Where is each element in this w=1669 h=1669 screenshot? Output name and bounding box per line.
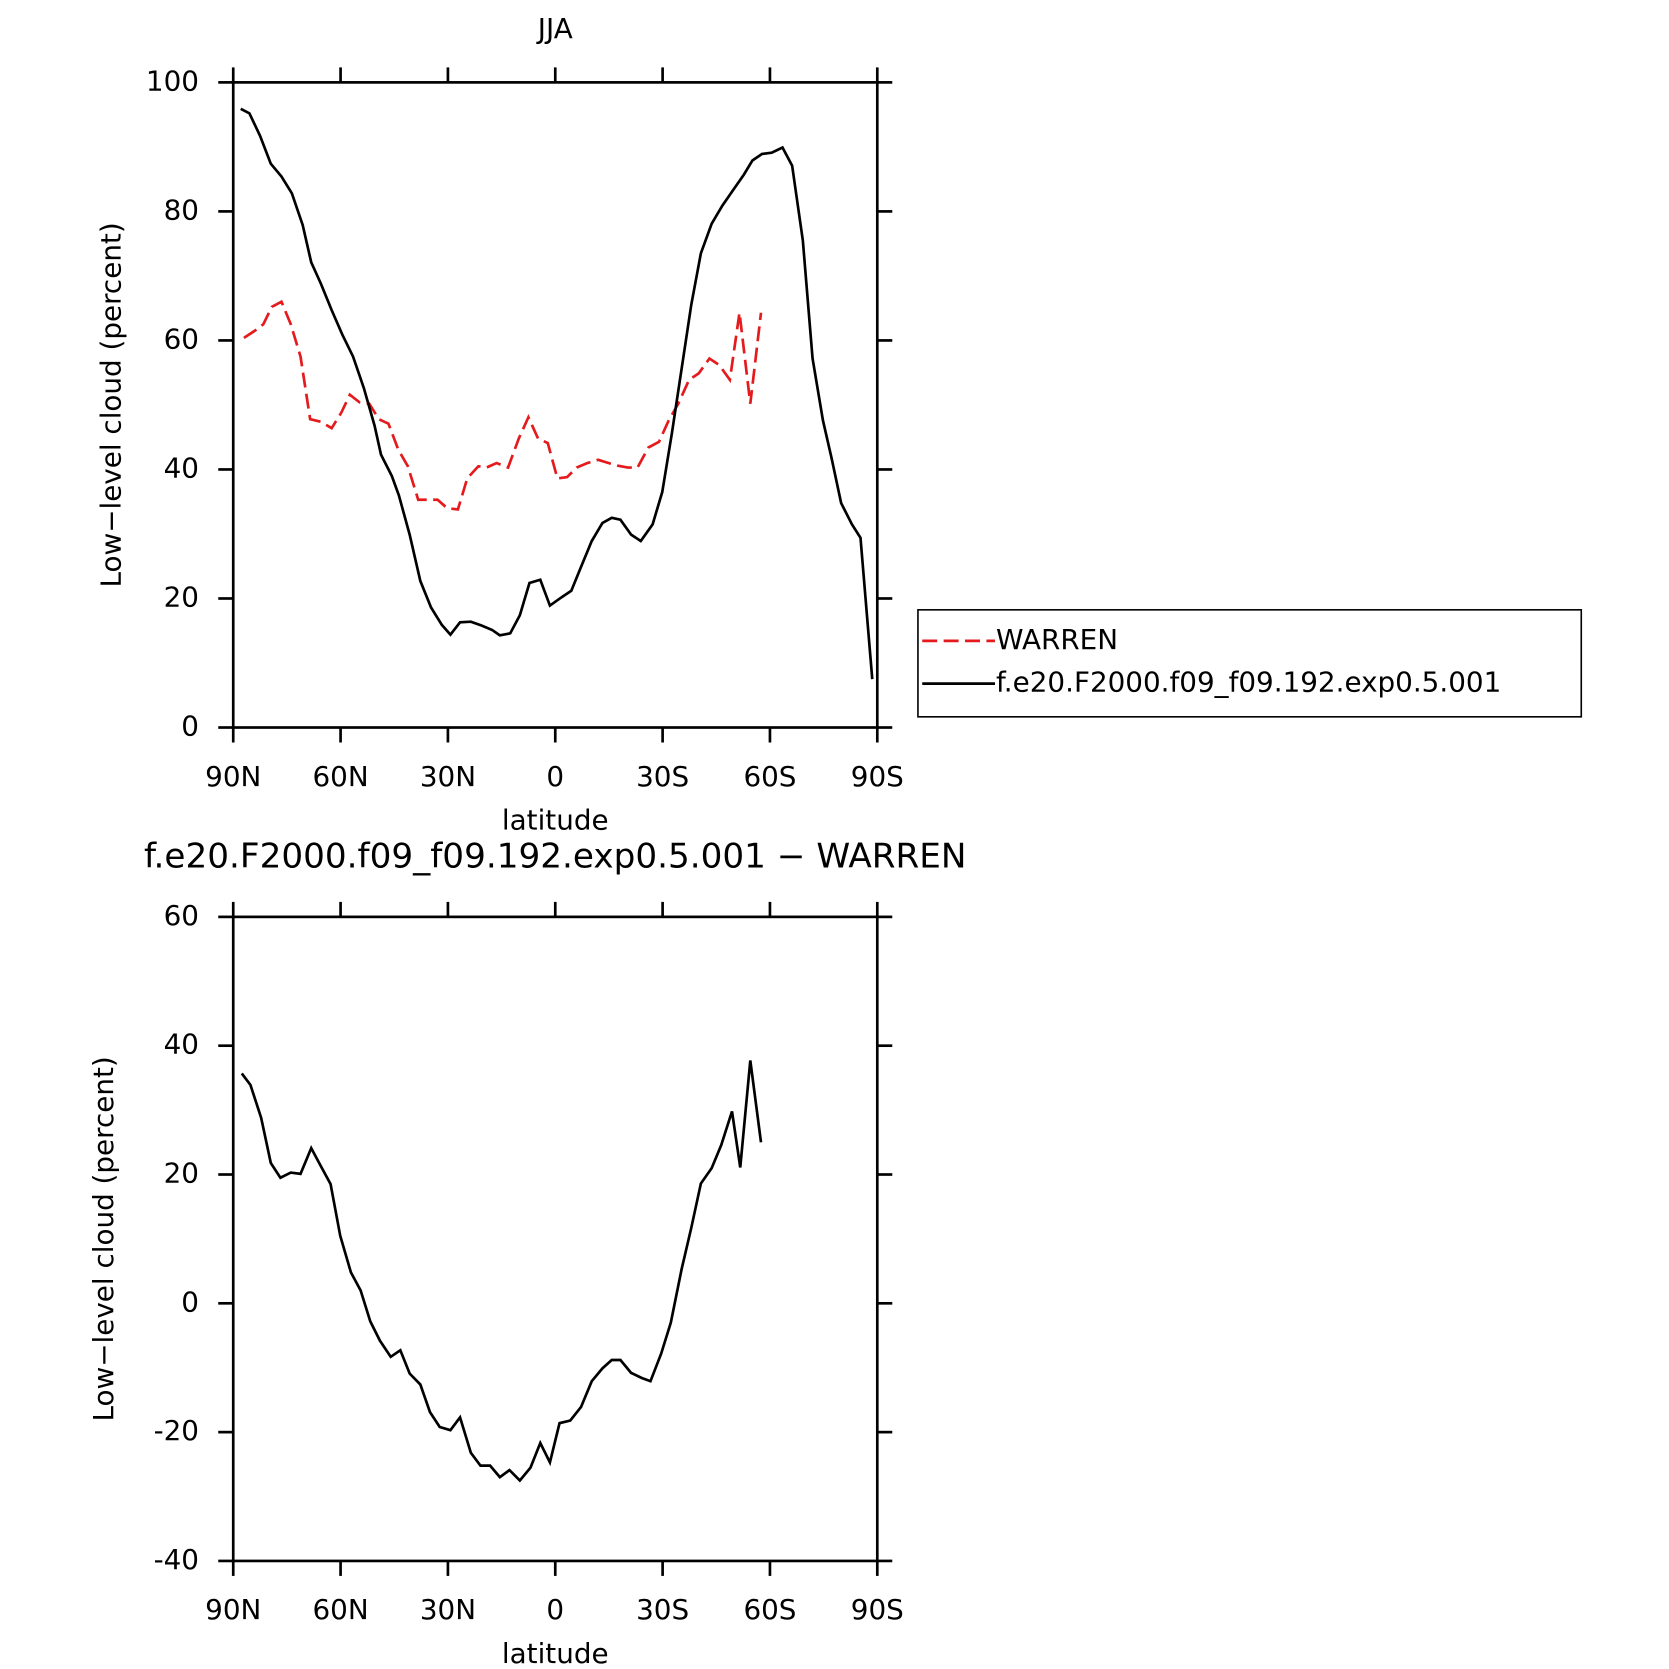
x-axis-label: latitude bbox=[502, 1637, 609, 1669]
x-tick-label: 0 bbox=[546, 1593, 564, 1626]
y-tick-label: 100 bbox=[146, 64, 199, 97]
plot-frame bbox=[231, 81, 879, 729]
x-tick-label: 60N bbox=[312, 760, 368, 793]
data-line bbox=[240, 107, 874, 680]
x-axis-label: latitude bbox=[502, 804, 609, 837]
y-tick-label: 80 bbox=[164, 193, 199, 226]
y-tick-label: 20 bbox=[164, 1157, 199, 1190]
data-line bbox=[243, 299, 763, 511]
x-tick-label: 90N bbox=[205, 1593, 261, 1626]
x-tick-label: 0 bbox=[546, 760, 564, 793]
y-tick-label: -40 bbox=[154, 1543, 199, 1576]
x-tick-label: 60S bbox=[743, 1593, 796, 1626]
y-tick-label: 0 bbox=[181, 710, 199, 743]
y-tick-label: 60 bbox=[164, 322, 199, 355]
y-tick-label: -20 bbox=[154, 1414, 199, 1447]
y-tick-label: 40 bbox=[164, 451, 199, 484]
x-tick-label: 30N bbox=[420, 1593, 476, 1626]
y-tick-label: 0 bbox=[181, 1285, 199, 1318]
y-axis-label: Low−level cloud (percent) bbox=[87, 1056, 120, 1421]
x-tick-label: 30N bbox=[420, 760, 476, 793]
data-line bbox=[240, 1060, 763, 1483]
legend-label: f.e20.F2000.f09_f09.192.exp0.5.001 bbox=[996, 666, 1501, 699]
x-tick-label: 30S bbox=[636, 760, 689, 793]
x-tick-label: 60S bbox=[743, 760, 796, 793]
y-tick-label: 40 bbox=[164, 1028, 199, 1061]
y-axis-label: Low−level cloud (percent) bbox=[94, 222, 127, 587]
x-tick-label: 90S bbox=[851, 760, 904, 793]
x-tick-label: 90S bbox=[851, 1593, 904, 1626]
y-tick-label: 20 bbox=[164, 580, 199, 613]
chart-title: f.e20.F2000.f09_f09.192.exp0.5.001 − WAR… bbox=[144, 837, 967, 877]
legend-label: WARREN bbox=[996, 623, 1118, 656]
x-tick-label: 90N bbox=[205, 760, 261, 793]
x-tick-label: 30S bbox=[636, 1593, 689, 1626]
chart-title: JJA bbox=[536, 12, 573, 45]
plot-frame bbox=[231, 915, 879, 1563]
x-tick-label: 60N bbox=[312, 1593, 368, 1626]
legend-box bbox=[917, 609, 1583, 718]
y-tick-label: 60 bbox=[164, 899, 199, 932]
